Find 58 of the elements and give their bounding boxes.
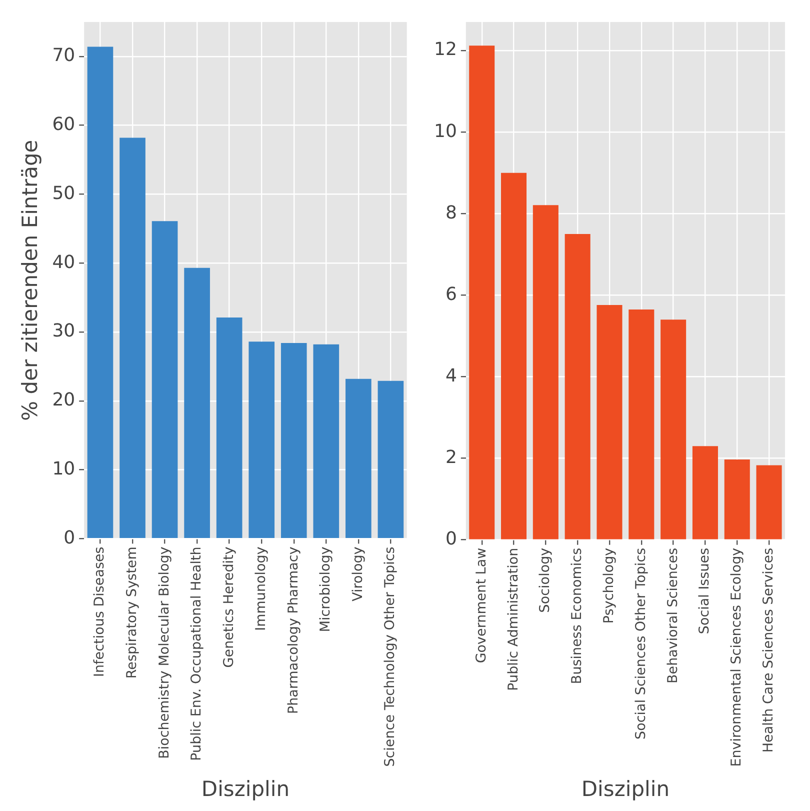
bar bbox=[501, 172, 527, 540]
y-tick-label: 20 bbox=[52, 390, 76, 411]
x-tick-label: Public Administration bbox=[505, 548, 522, 691]
x-tick-label: Immunology bbox=[253, 546, 270, 631]
x-tick-label: Infectious Diseases bbox=[92, 546, 108, 677]
bar bbox=[152, 221, 178, 538]
bar bbox=[596, 304, 622, 540]
y-tick-label: 12 bbox=[434, 39, 457, 60]
bar bbox=[756, 465, 782, 540]
bar bbox=[346, 378, 372, 538]
bar bbox=[313, 344, 340, 538]
bar bbox=[184, 268, 210, 538]
x-tick-label: Social Issues bbox=[696, 548, 713, 634]
x-tick-label: Genetics Heredity bbox=[220, 546, 237, 668]
x-tick-label: Respiratory System bbox=[124, 546, 140, 679]
bar bbox=[660, 320, 686, 540]
bar bbox=[469, 46, 495, 540]
x-tick-label: Public Env. Occupational Health bbox=[188, 546, 205, 761]
x-tick-label: Sociology bbox=[537, 548, 554, 613]
x-tick-label: Psychology bbox=[600, 548, 617, 624]
x-tick-label: Biochemistry Molecular Biology bbox=[156, 546, 172, 759]
bar bbox=[120, 138, 146, 538]
y-tick-label: 10 bbox=[52, 458, 76, 480]
y-tick-label: 8 bbox=[445, 202, 457, 224]
x-tick-label: Environmental Sciences Ecology bbox=[728, 548, 745, 767]
bar bbox=[378, 380, 404, 538]
x-tick-label: Social Sciences Other Topics bbox=[632, 548, 649, 740]
x-tick-label: Behavioral Sciences bbox=[664, 548, 681, 684]
bar bbox=[724, 460, 750, 540]
bar bbox=[280, 343, 307, 538]
y-tick-label: 40 bbox=[52, 252, 76, 273]
x-tick-label: Business Economics bbox=[569, 548, 586, 684]
y-tick-label: 0 bbox=[445, 528, 457, 550]
y-tick-label: 60 bbox=[52, 114, 76, 136]
y-tick-label: 4 bbox=[445, 365, 457, 386]
y-tick-label: 70 bbox=[52, 45, 76, 66]
y-axis-title: % der zitierenden Einträge bbox=[18, 140, 42, 421]
bar bbox=[628, 309, 654, 540]
y-tick-label: 0 bbox=[64, 527, 76, 548]
bar bbox=[87, 46, 114, 538]
bar bbox=[248, 342, 275, 538]
x-tick-label: Microbiology bbox=[318, 546, 334, 632]
x-tick-label: Health Care Sciences Services bbox=[760, 548, 777, 753]
bar bbox=[692, 446, 718, 540]
bar bbox=[216, 318, 242, 538]
x-axis-title: Disziplin bbox=[581, 776, 670, 801]
y-tick-label: 10 bbox=[434, 120, 457, 142]
y-tick-label: 50 bbox=[52, 182, 76, 204]
x-tick-label: Virology bbox=[350, 546, 366, 602]
y-tick-label: 6 bbox=[445, 284, 457, 305]
x-tick-label: Science Technology Other Topics bbox=[382, 546, 398, 767]
y-tick-label: 2 bbox=[445, 446, 457, 468]
bar bbox=[564, 234, 590, 540]
x-axis-title: Disziplin bbox=[201, 776, 290, 801]
x-tick-label: Pharmacology Pharmacy bbox=[285, 546, 302, 714]
y-tick-label: 30 bbox=[52, 320, 76, 342]
bar bbox=[532, 205, 558, 540]
x-tick-label: Government Law bbox=[473, 548, 490, 664]
